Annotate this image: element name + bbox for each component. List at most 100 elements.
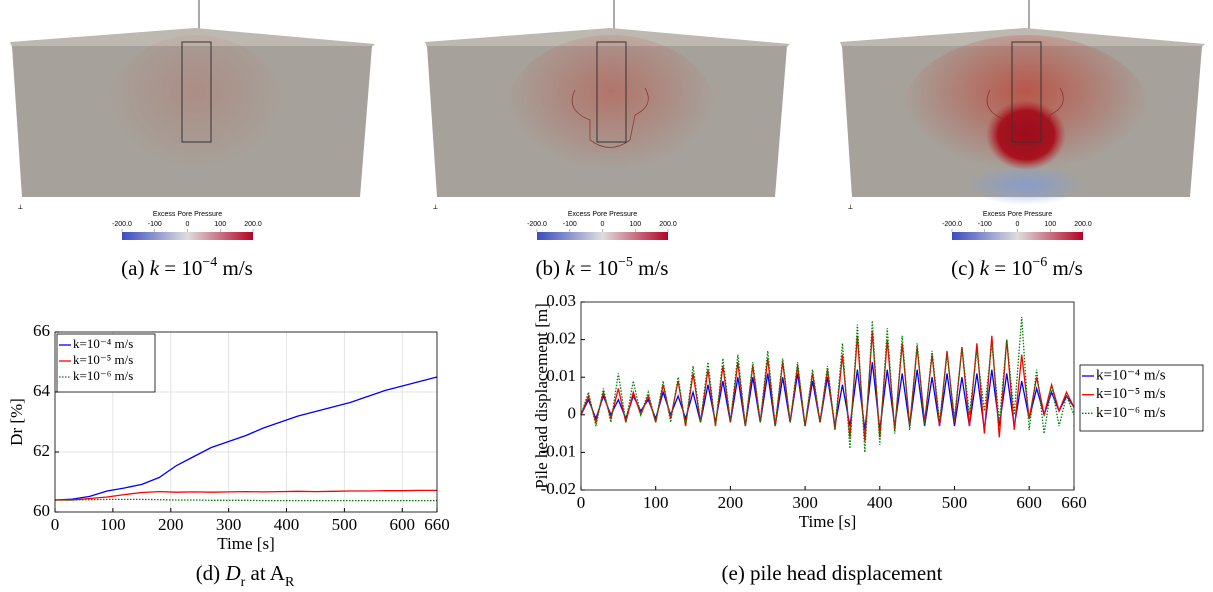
- pressure-blob: [504, 35, 718, 195]
- caption-part: r: [241, 575, 246, 590]
- legend-label: k=10⁻⁴ m/s: [1096, 367, 1166, 383]
- axes-triad: ⟂: [18, 204, 23, 211]
- x-tick-label: 500: [332, 515, 358, 534]
- x-axis-label: Time [s]: [799, 512, 856, 531]
- y-tick-label: -0.02: [541, 479, 576, 498]
- x-axis-label: Time [s]: [217, 534, 274, 553]
- pile: [181, 41, 212, 143]
- render: ⟂ Excess Pore Pressure -200.0 -100 0 100 200.0: [425, 0, 790, 240]
- legend-label: k=10⁻⁴ m/s: [73, 336, 133, 351]
- colorbar-tick-label: -100: [563, 221, 577, 228]
- colorbar-tick-label: -200.0: [112, 221, 132, 228]
- colorbar-tick-label: 100: [1044, 221, 1056, 228]
- colorbar-tick-label: -100: [978, 221, 992, 228]
- colorbar-tick-label: -200.0: [527, 221, 547, 228]
- caption-part: R: [285, 575, 295, 590]
- y-tick-label: 0.03: [546, 291, 576, 310]
- colorbar-tick-label: 0: [601, 221, 605, 228]
- colorbar-tick-label: 200.0: [659, 221, 677, 228]
- caption: (b) k = 10−5 m/s: [536, 255, 669, 280]
- caption-part: k: [565, 256, 575, 280]
- x-tick-label: 0: [51, 515, 60, 534]
- y-tick-label: 0.01: [546, 366, 576, 385]
- x-tick-label: 400: [867, 493, 893, 512]
- colorbar-tick-label: -200.0: [942, 221, 962, 228]
- x-tick-label: 660: [1061, 493, 1087, 512]
- series-line: [580, 362, 1075, 430]
- colorbar-tick-label: 0: [186, 221, 190, 228]
- colorbar-tick-label: 100: [629, 221, 641, 228]
- caption-part: m/s: [1047, 256, 1083, 280]
- caption-part: (d): [196, 561, 226, 585]
- caption-part: D: [224, 561, 240, 585]
- y-tick-label: 60: [33, 501, 50, 520]
- axes-triad: ⟂: [848, 204, 853, 211]
- x-tick-label: 100: [643, 493, 669, 512]
- series-line: [580, 332, 1075, 442]
- colorbar-tick-label: 200.0: [244, 221, 262, 228]
- caption-part: (b): [536, 256, 566, 280]
- pressure-blob: [105, 35, 287, 195]
- caption-part: (e) pile head displacement: [722, 561, 943, 585]
- x-tick-label: 600: [1016, 493, 1042, 512]
- colorbar-title: Excess Pore Pressure: [568, 211, 637, 218]
- colorbar-tick-label: -100: [148, 221, 162, 228]
- caption-part: −6: [1032, 255, 1047, 270]
- series-line: [55, 489, 437, 501]
- pressure-core: [986, 100, 1066, 170]
- legend-box: [1079, 364, 1204, 432]
- legend-label: k=10⁻⁶ m/s: [73, 368, 133, 383]
- series-line: [54, 376, 438, 501]
- plot-frame: [54, 331, 438, 513]
- caption-part: (a): [121, 256, 150, 280]
- suction: [966, 165, 1086, 205]
- caption-part: = 10: [989, 256, 1032, 280]
- x-tick-label: 100: [100, 515, 126, 534]
- y-tick-label: 64: [33, 381, 51, 400]
- colorbar: [537, 232, 668, 240]
- caption-part: −4: [202, 255, 217, 270]
- caption-part: k: [150, 256, 160, 280]
- pile: [1011, 41, 1042, 143]
- caption-part: k: [980, 256, 990, 280]
- y-axis-label: Pile head displacement [m]: [532, 303, 551, 489]
- y-tick-label: 62: [33, 441, 50, 460]
- x-tick-label: 300: [792, 493, 818, 512]
- y-tick-label: 0: [568, 404, 577, 423]
- legend-box: [56, 333, 156, 393]
- x-tick-label: 200: [158, 515, 184, 534]
- y-axis-label: Dr [%]: [7, 398, 26, 446]
- render: ⟂ Excess Pore Pressure -200.0 -100 0 100 200.0: [10, 0, 375, 240]
- axes-triad: ⟂: [433, 204, 438, 211]
- colorbar-tick-label: 100: [214, 221, 226, 228]
- legend-label: k=10⁻⁶ m/s: [1096, 405, 1166, 421]
- colorbar-title: Excess Pore Pressure: [153, 211, 222, 218]
- colorbar: [952, 232, 1083, 240]
- y-tick-label: 0.02: [546, 329, 576, 348]
- caption-part: m/s: [217, 256, 253, 280]
- colorbar-tick-label: 200.0: [1074, 221, 1092, 228]
- y-tick-label: -0.01: [541, 441, 576, 460]
- x-tick-label: 300: [216, 515, 242, 534]
- legend-label: k=10⁻⁵ m/s: [73, 352, 133, 367]
- series-line: [55, 498, 437, 502]
- x-tick-label: 660: [424, 515, 450, 534]
- caption-part: −5: [618, 255, 633, 270]
- render: ⟂ Excess Pore Pressure -200.0 -100 0 100 200.0: [840, 0, 1205, 240]
- caption-part: (c): [951, 256, 980, 280]
- series-line: [580, 316, 1075, 453]
- colorbar-title: Excess Pore Pressure: [983, 211, 1052, 218]
- caption-part: = 10: [159, 256, 202, 280]
- caption-part: = 10: [575, 256, 618, 280]
- colorbar-tick-label: 0: [1016, 221, 1020, 228]
- caption-part: at A: [245, 561, 285, 585]
- y-tick-label: 66: [33, 321, 50, 340]
- caption-part: m/s: [633, 256, 669, 280]
- caption: (a) k = 10−4 m/s: [121, 255, 253, 280]
- caption: (d) Dr at AR: [196, 561, 295, 590]
- x-tick-label: 500: [942, 493, 968, 512]
- caption: (e) pile head displacement: [722, 561, 943, 585]
- contour: [986, 87, 1064, 148]
- plot-frame: [580, 301, 1075, 491]
